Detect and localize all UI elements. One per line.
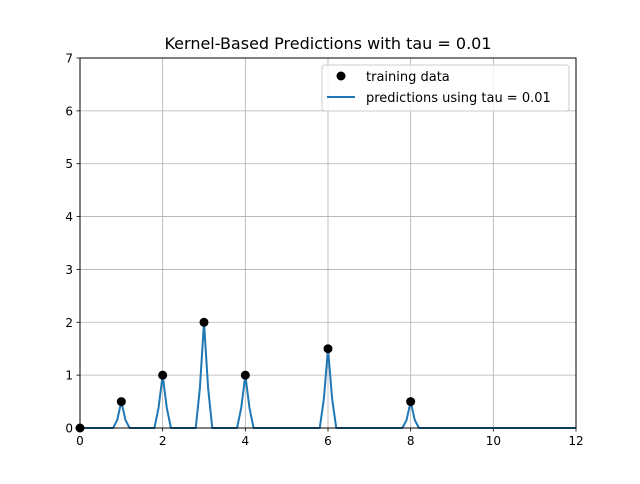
y-tick-label: 2 [65, 316, 73, 330]
x-tick-label: 4 [242, 434, 250, 448]
chart-title: Kernel-Based Predictions with tau = 0.01 [164, 34, 491, 53]
training-data-point [323, 344, 333, 354]
x-tick-label: 12 [568, 434, 583, 448]
x-tick-label: 0 [76, 434, 84, 448]
legend-label-prediction: predictions using tau = 0.01 [366, 91, 551, 106]
legend-marker-training [336, 71, 346, 81]
y-tick-label: 3 [65, 263, 73, 277]
legend: training data predictions using tau = 0.… [321, 64, 570, 112]
training-data-point [406, 397, 416, 407]
grid [79, 57, 577, 429]
plot-frame [79, 57, 577, 429]
y-tick-label: 1 [65, 369, 73, 383]
x-axis-ticks: 0 2 4 6 8 10 12 [76, 428, 584, 448]
x-tick-label: 6 [324, 434, 332, 448]
x-tick-label: 8 [407, 434, 415, 448]
legend-box [321, 64, 570, 112]
y-tick-label: 6 [65, 104, 73, 118]
training-data-point [240, 370, 250, 380]
y-tick-label: 7 [65, 52, 73, 66]
x-tick-label: 10 [486, 434, 501, 448]
y-tick-label: 4 [65, 210, 73, 224]
y-tick-label: 0 [65, 422, 73, 436]
training-data-point [116, 397, 126, 407]
x-tick-label: 2 [159, 434, 167, 448]
training-data-point [199, 317, 209, 327]
legend-label-training: training data [366, 70, 450, 85]
training-data-point [158, 370, 168, 380]
y-tick-label: 5 [65, 157, 73, 171]
y-axis-ticks: 0 1 2 3 4 5 6 7 [65, 52, 80, 436]
